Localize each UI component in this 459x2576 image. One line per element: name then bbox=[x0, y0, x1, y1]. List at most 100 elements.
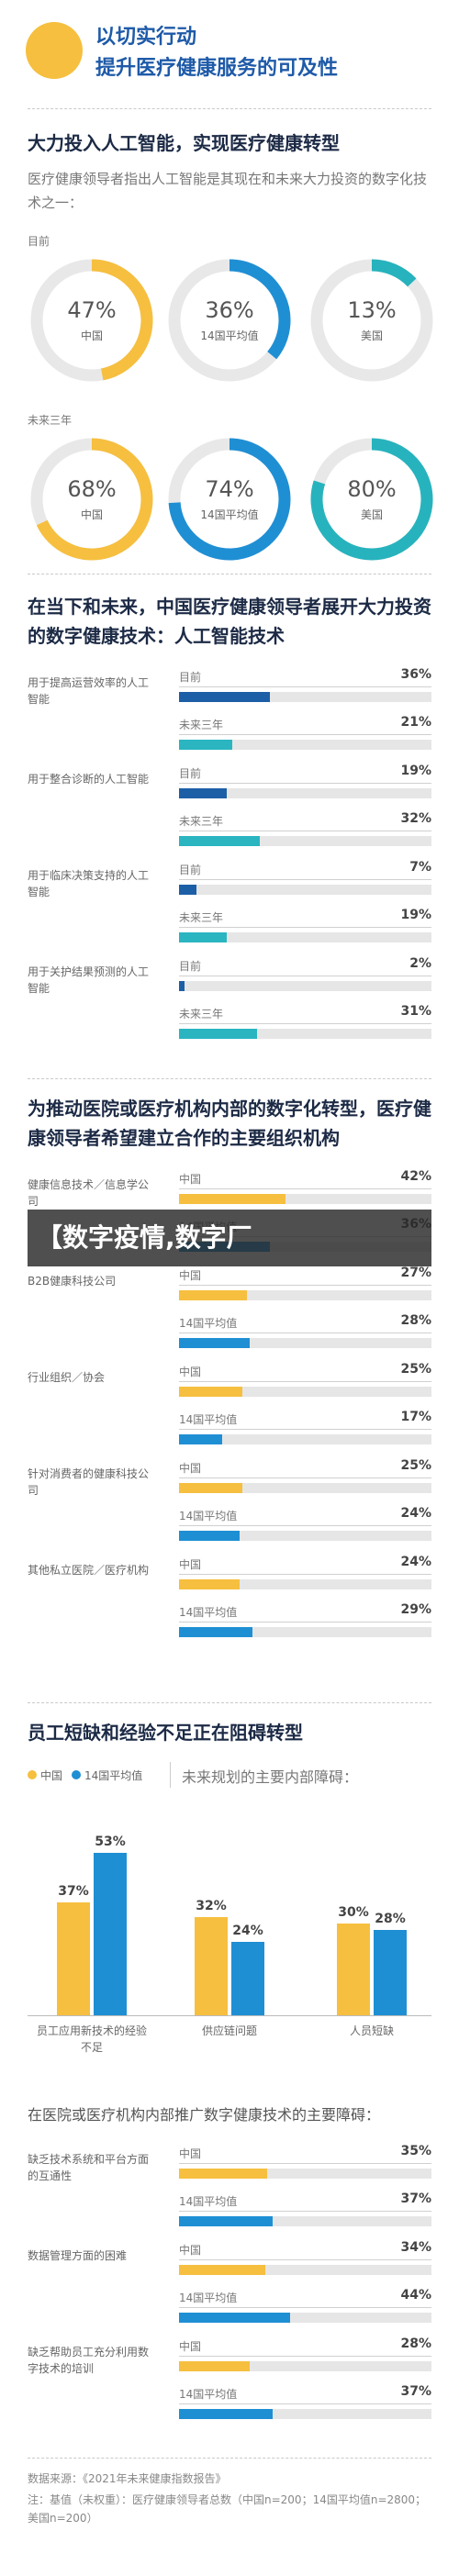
bar-track bbox=[179, 2216, 431, 2226]
series-label: 中国 bbox=[179, 2340, 202, 2353]
value-label: 28% bbox=[400, 2336, 431, 2351]
value-label: 80% bbox=[347, 476, 396, 502]
bar bbox=[231, 1942, 264, 2015]
chart-title: 大力投入人工智能，实现医疗健康转型 bbox=[28, 132, 340, 154]
separator bbox=[28, 108, 431, 109]
series-label: 14国平均值 bbox=[179, 2292, 238, 2304]
donut-arc bbox=[91, 259, 153, 381]
row-line bbox=[179, 2211, 431, 2212]
row-line bbox=[179, 1574, 431, 1575]
series-label: 中国 bbox=[179, 2147, 202, 2160]
category-label: 中国 bbox=[81, 329, 103, 342]
bar bbox=[179, 1290, 248, 1300]
value-label: 37% bbox=[400, 2191, 431, 2206]
category-label: 缺乏帮助员工充分利用数字技术的培训 bbox=[28, 2346, 150, 2375]
bar bbox=[179, 1483, 242, 1493]
row-line bbox=[179, 927, 431, 928]
value-label: 36% bbox=[400, 667, 431, 682]
row-line bbox=[179, 2259, 431, 2260]
legend-swatch bbox=[72, 1770, 81, 1779]
row-line bbox=[179, 1285, 431, 1286]
series-label: 14国平均值 bbox=[179, 1606, 238, 1619]
value-label: 24% bbox=[400, 1506, 431, 1521]
value-label: 7% bbox=[409, 860, 431, 875]
value-label: 17% bbox=[400, 1410, 431, 1424]
bar bbox=[179, 2313, 290, 2323]
category-label: 14国平均值 bbox=[200, 329, 258, 342]
series-label: 14国平均值 bbox=[179, 2388, 238, 2401]
row-line bbox=[179, 2307, 431, 2308]
chart-subtitle: 未来规划的主要内部障碍： bbox=[182, 1768, 359, 1786]
donut-arc bbox=[371, 259, 417, 287]
series-label: 中国 bbox=[179, 1173, 202, 1186]
category-label: 员工应用新技术的经验不足 bbox=[37, 2024, 148, 2054]
bar bbox=[179, 1194, 285, 1204]
bar-track bbox=[179, 981, 431, 991]
bar-track bbox=[179, 1627, 431, 1637]
bar-track bbox=[179, 1338, 431, 1348]
category-label: 用于临床决策支持的人工智能 bbox=[28, 869, 150, 898]
bar bbox=[179, 788, 228, 798]
category-label: 14国平均值 bbox=[200, 507, 258, 521]
series-label: 未来三年 bbox=[179, 815, 224, 828]
bar-track bbox=[179, 885, 431, 895]
bar-track bbox=[179, 2361, 431, 2371]
category-label: 针对消费者的健康科技公司 bbox=[28, 1467, 150, 1497]
value-label: 36% bbox=[205, 297, 253, 323]
bar bbox=[179, 1434, 222, 1444]
bar-track bbox=[179, 2169, 431, 2179]
series-label: 14国平均值 bbox=[179, 1413, 238, 1426]
category-label: 人员短缺 bbox=[349, 2024, 394, 2037]
donut: 68% 中国 bbox=[30, 438, 153, 561]
bar bbox=[179, 885, 197, 895]
series-label: 目前 bbox=[179, 864, 202, 876]
row-line bbox=[179, 879, 431, 880]
category-label: 中国 bbox=[81, 507, 103, 521]
series-label: 14国平均值 bbox=[179, 2195, 238, 2208]
value-label: 34% bbox=[400, 2240, 431, 2255]
category-label: 用于整合诊断的人工智能 bbox=[28, 773, 150, 786]
header-title: 以切实行动 bbox=[95, 26, 197, 49]
category-label: 缺乏技术系统和平台方面的互通性 bbox=[28, 2153, 150, 2182]
value-label: 25% bbox=[400, 1458, 431, 1473]
donut-arc bbox=[36, 438, 153, 561]
row-line bbox=[179, 1188, 431, 1189]
series-label: 中国 bbox=[179, 2244, 202, 2257]
series-label: 未来三年 bbox=[179, 911, 224, 924]
row-line bbox=[179, 734, 431, 735]
category-label: 行业组织／协会 bbox=[28, 1371, 106, 1384]
separator bbox=[28, 1702, 431, 1703]
bar bbox=[195, 1917, 228, 2015]
bar-track bbox=[179, 740, 431, 750]
series-label: 14国平均值 bbox=[179, 1510, 238, 1522]
series-label: 目前 bbox=[179, 960, 202, 973]
bar-track bbox=[179, 1483, 431, 1493]
chart-title: 员工短缺和经验不足正在阻碍转型 bbox=[28, 1722, 303, 1744]
donut-arc bbox=[229, 259, 291, 360]
value-label: 47% bbox=[67, 297, 116, 323]
bar-track bbox=[179, 1194, 431, 1204]
donut: 13% 美国 bbox=[310, 259, 433, 382]
bar bbox=[179, 932, 228, 942]
value-label: 37% bbox=[58, 1883, 89, 1899]
category-label: 数据管理方面的困难 bbox=[28, 2249, 128, 2262]
series-label: 中国 bbox=[179, 1366, 202, 1378]
bar-track bbox=[179, 1387, 431, 1397]
donut: 36% 14国平均值 bbox=[168, 259, 291, 382]
header-subtitle: 提升医疗健康服务的可及性 bbox=[95, 57, 339, 80]
bar bbox=[337, 1924, 370, 2015]
divider bbox=[170, 1762, 171, 1788]
legend-swatch bbox=[28, 1770, 37, 1779]
bar-track bbox=[179, 932, 431, 942]
separator bbox=[28, 2458, 431, 2459]
value-label: 44% bbox=[400, 2288, 431, 2303]
category-label: 其他私立医院／医疗机构 bbox=[28, 1564, 150, 1577]
value-label: 24% bbox=[232, 1924, 263, 1938]
value-label: 19% bbox=[400, 908, 431, 922]
category-label: 用于提高运营效率的人工智能 bbox=[28, 676, 150, 706]
value-label: 28% bbox=[375, 1911, 406, 1926]
series-label: 14国平均值 bbox=[179, 1317, 238, 1330]
bar-track bbox=[179, 2409, 431, 2419]
footer-note: 注：基值（未权重）：医疗健康领导者总数（中国n=200；14国平均值n=2800… bbox=[28, 2493, 427, 2525]
